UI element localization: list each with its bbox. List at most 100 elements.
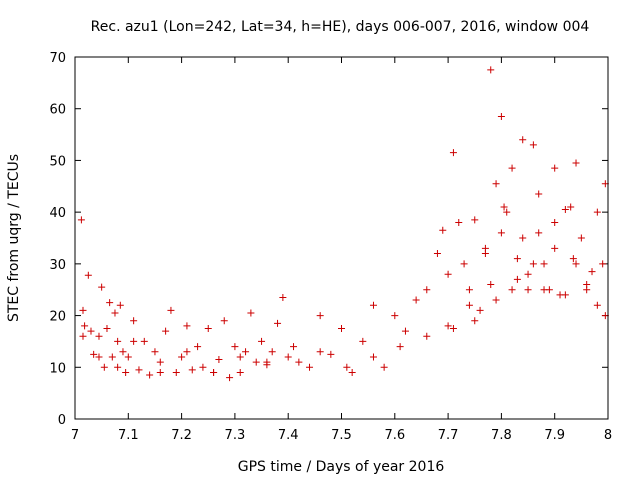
data-point xyxy=(513,255,521,263)
data-point xyxy=(252,358,260,366)
x-tick-label: 7.6 xyxy=(384,428,405,443)
data-point xyxy=(130,337,138,345)
data-point xyxy=(343,363,351,371)
data-point xyxy=(146,371,154,379)
data-point xyxy=(279,293,287,301)
data-point xyxy=(551,244,559,252)
data-point xyxy=(81,322,89,330)
x-tick-label: 7.8 xyxy=(491,428,512,443)
data-point xyxy=(162,327,170,335)
data-point xyxy=(172,368,180,376)
data-point xyxy=(471,216,479,224)
y-tick-label: 70 xyxy=(49,51,66,66)
data-point xyxy=(338,325,345,332)
data-point xyxy=(95,353,103,361)
data-point xyxy=(327,350,335,358)
data-point xyxy=(87,327,95,335)
data-point xyxy=(359,337,367,345)
data-point xyxy=(535,229,543,237)
data-point xyxy=(84,271,92,279)
x-tick-label: 7.2 xyxy=(171,428,192,443)
data-point xyxy=(487,281,495,289)
data-point xyxy=(524,286,532,294)
data-point xyxy=(513,275,521,283)
data-point xyxy=(471,317,479,325)
x-tick-label: 7.3 xyxy=(225,428,246,443)
data-point xyxy=(492,296,500,304)
data-point xyxy=(551,218,559,226)
x-axis-ticks: 7 7.1 7.2 7.3 7.4 7.5 7.6 7.7 7.8 7.9 8 xyxy=(71,57,612,443)
data-point xyxy=(583,281,591,289)
data-point xyxy=(79,332,87,340)
y-tick-label: 10 xyxy=(49,361,66,376)
data-point xyxy=(316,312,324,320)
data-point xyxy=(412,296,420,304)
data-point xyxy=(508,286,516,294)
x-tick-label: 7.1 xyxy=(118,428,139,443)
data-point xyxy=(236,353,244,361)
data-point xyxy=(295,358,303,366)
data-point xyxy=(529,260,537,268)
data-point xyxy=(569,255,577,263)
data-point xyxy=(572,159,580,167)
data-point xyxy=(116,301,124,309)
data-point xyxy=(455,218,463,226)
data-point xyxy=(77,216,85,224)
data-point xyxy=(268,348,276,356)
data-point xyxy=(481,250,489,258)
data-point xyxy=(561,291,569,299)
data-point xyxy=(188,366,196,374)
data-point xyxy=(519,136,527,144)
data-point xyxy=(100,363,108,371)
data-point xyxy=(599,260,607,268)
data-point xyxy=(151,348,159,356)
data-point xyxy=(114,363,122,371)
data-point xyxy=(500,203,508,211)
y-tick-label: 40 xyxy=(49,206,66,221)
data-point xyxy=(588,268,596,276)
data-point xyxy=(122,368,130,376)
x-tick-label: 7.7 xyxy=(438,428,459,443)
data-point xyxy=(284,353,292,361)
data-point xyxy=(465,301,473,309)
data-point xyxy=(316,348,324,356)
plot-frame xyxy=(74,56,609,420)
x-tick-label: 8 xyxy=(604,428,612,443)
data-point xyxy=(423,286,431,294)
data-point xyxy=(290,343,298,351)
data-point xyxy=(561,206,569,214)
data-point xyxy=(204,325,212,332)
data-point xyxy=(551,164,559,172)
data-point xyxy=(529,141,537,149)
data-point xyxy=(130,317,138,325)
data-point xyxy=(401,327,409,335)
y-axis-ticks: 0 10 20 30 40 50 60 70 xyxy=(49,51,608,428)
x-tick-label: 7.4 xyxy=(278,428,299,443)
x-tick-label: 7 xyxy=(71,428,79,443)
data-point xyxy=(487,66,495,74)
data-point xyxy=(535,190,543,198)
data-point xyxy=(567,203,575,211)
data-point xyxy=(226,374,234,382)
x-axis-label: GPS time / Days of year 2016 xyxy=(238,459,445,475)
data-point xyxy=(220,317,228,325)
data-point xyxy=(503,208,511,216)
data-point xyxy=(140,337,148,345)
data-point xyxy=(449,325,457,332)
data-point xyxy=(396,343,404,351)
data-point xyxy=(577,234,585,242)
data-point xyxy=(183,348,191,356)
data-point xyxy=(369,301,377,309)
x-tick-label: 7.5 xyxy=(331,428,352,443)
data-point xyxy=(167,306,175,314)
y-axis-label: STEC from uqrg / TECUs xyxy=(6,154,22,322)
y-tick-label: 20 xyxy=(49,310,66,325)
data-point xyxy=(497,229,505,237)
data-point xyxy=(106,299,114,307)
data-point xyxy=(460,260,468,268)
data-point xyxy=(183,322,191,330)
data-point xyxy=(508,164,516,172)
data-point xyxy=(274,319,282,327)
y-tick-label: 50 xyxy=(49,154,66,169)
data-point xyxy=(433,250,441,258)
